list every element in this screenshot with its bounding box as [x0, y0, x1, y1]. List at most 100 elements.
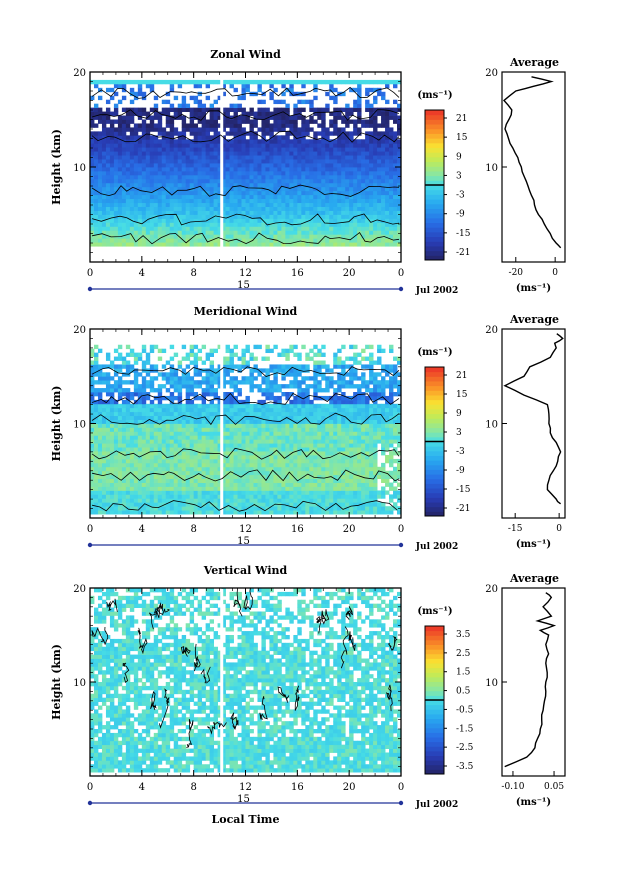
heatmap-cell [297, 206, 302, 211]
heatmap-cell [197, 194, 203, 200]
heatmap-cell [105, 107, 111, 112]
heatmap-cell [181, 372, 187, 377]
heatmap-cell [329, 119, 334, 124]
heatmap-cell [297, 415, 302, 420]
heatmap-cell [217, 399, 222, 405]
heatmap-cell [117, 344, 123, 350]
heatmap-cell [349, 210, 354, 215]
heatmap-cell [90, 163, 95, 168]
heatmap-cell [341, 147, 346, 152]
heatmap-cell [341, 163, 346, 168]
heatmap-cell [393, 214, 398, 219]
heatmap-cell [241, 135, 246, 140]
heatmap-cell [389, 238, 394, 243]
heatmap-cell [285, 482, 290, 487]
heatmap-cell [157, 494, 163, 499]
heatmap-cell [201, 388, 207, 393]
heatmap-cell [257, 167, 262, 172]
heatmap-cell [133, 198, 139, 204]
heatmap-cell [369, 111, 374, 116]
heatmap-cell [169, 115, 175, 120]
heatmap-cell [193, 151, 199, 156]
heatmap-cell [345, 107, 350, 112]
heatmap-cell [333, 202, 338, 207]
heatmap-cell [321, 147, 326, 152]
heatmap-cell [181, 139, 187, 144]
heatmap-cell [149, 411, 155, 417]
heatmap-cell [90, 407, 95, 413]
heatmap-cell [137, 474, 143, 480]
heatmap-cell [149, 83, 155, 89]
heatmap-cell [217, 506, 222, 511]
heatmap-cell [273, 380, 278, 385]
heatmap-cell [221, 376, 226, 381]
heatmap-cell [213, 411, 218, 417]
heatmap-cell [329, 234, 334, 239]
heatmap-cell [169, 163, 175, 168]
heatmap-cell [93, 427, 99, 432]
heatmap-cell [90, 423, 95, 428]
heatmap-cell [105, 407, 111, 413]
heatmap-cell [233, 498, 238, 503]
heatmap-cell [137, 155, 143, 160]
heatmap-cell [305, 170, 310, 176]
heatmap-cell [117, 210, 123, 215]
heatmap-cell [285, 139, 290, 144]
heatmap-cell [269, 478, 274, 483]
heatmap-cell [129, 403, 135, 409]
heatmap-cell [209, 506, 215, 511]
heatmap-cell [185, 352, 191, 357]
heatmap-cell [389, 214, 394, 219]
heatmap-cell [261, 427, 266, 432]
heatmap-cell [325, 210, 330, 215]
colorbar-band [425, 110, 444, 116]
heatmap-cell [197, 447, 203, 452]
contour-line [91, 109, 400, 121]
heatmap-cell [253, 135, 258, 140]
heatmap-cell [181, 451, 187, 456]
heatmap-cell [133, 494, 139, 499]
heatmap-cell [173, 506, 179, 511]
heatmap-cell [181, 470, 187, 476]
heatmap-cell [217, 163, 222, 168]
heatmap-cell [273, 242, 278, 247]
heatmap-cell [93, 360, 99, 365]
heatmap-cell [185, 139, 191, 144]
heatmap-cell [297, 107, 302, 112]
heatmap-cell [189, 139, 195, 144]
heatmap-cell [289, 170, 294, 176]
colorbar-band [425, 147, 444, 153]
heatmap-cell [289, 123, 294, 128]
heatmap-cell [249, 198, 254, 204]
heatmap-cell [245, 234, 250, 239]
heatmap-cell [213, 222, 218, 227]
heatmap-cell [389, 147, 394, 152]
heatmap-cell [137, 419, 143, 424]
heatmap-cell [173, 107, 179, 112]
heatmap-cell [90, 395, 95, 401]
heatmap-cell [117, 388, 123, 393]
heatmap-cell [281, 494, 286, 499]
heatmap-cell [209, 407, 215, 413]
heatmap-cell [165, 111, 171, 116]
heatmap-cell [365, 147, 370, 152]
heatmap-cell [153, 466, 159, 472]
heatmap-cell [273, 506, 278, 511]
heatmap-cell [129, 431, 135, 436]
heatmap-cell [201, 510, 207, 515]
heatmap-cell [237, 510, 242, 515]
heatmap-cell [161, 451, 167, 456]
heatmap-cell [217, 226, 222, 231]
heatmap-cell [349, 170, 354, 176]
heatmap-cell [349, 226, 354, 231]
heatmap-cell [249, 462, 254, 468]
heatmap-cell [261, 462, 266, 468]
heatmap-cell [249, 178, 254, 184]
heatmap-cell [289, 439, 294, 444]
heatmap-cell [305, 151, 310, 156]
heatmap-cell [153, 427, 159, 432]
heatmap-cell [185, 411, 191, 417]
heatmap-cell [213, 155, 218, 160]
heatmap-cell [213, 482, 218, 487]
